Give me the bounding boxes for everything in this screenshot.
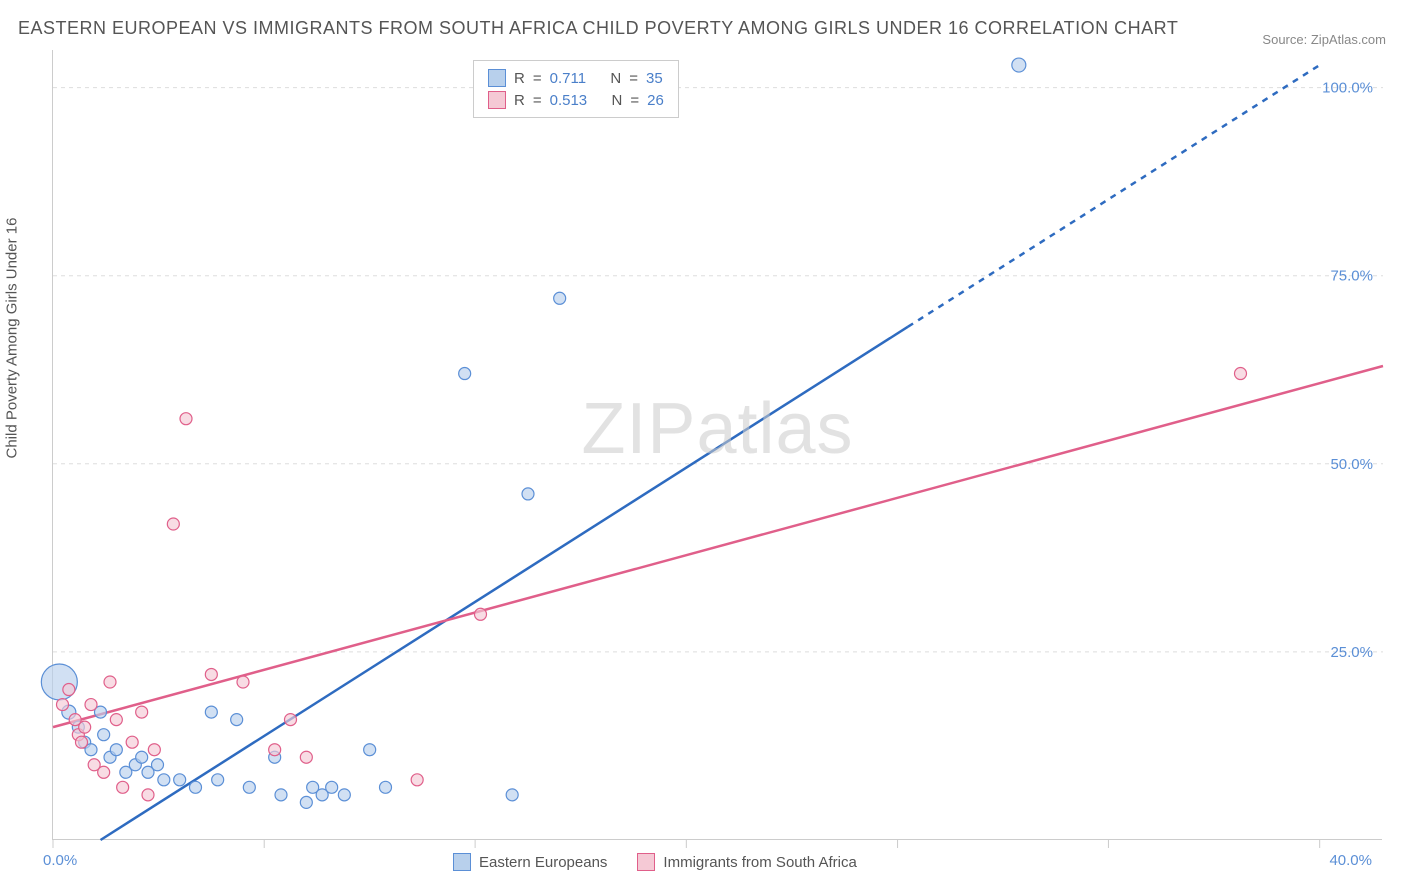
plot-area: 25.0%50.0%75.0%100.0% ZIPatlas R = 0.711…	[52, 50, 1382, 840]
legend-label-eastern: Eastern Europeans	[479, 854, 607, 871]
legend-N-value-southafrica: 26	[647, 92, 664, 109]
legend-eq: =	[630, 92, 639, 109]
legend-R-label: R	[514, 70, 525, 87]
legend-eq: =	[533, 92, 542, 109]
svg-text:25.0%: 25.0%	[1330, 644, 1373, 661]
legend-item-southafrica: Immigrants from South Africa	[637, 853, 856, 871]
scatter-chart: 25.0% 50.0% 75.0% 100.0%	[53, 50, 1383, 840]
swatch-eastern	[488, 69, 506, 87]
legend-R-label: R	[514, 92, 525, 109]
legend-N-value-eastern: 35	[646, 70, 663, 87]
correlation-legend: R = 0.711 N = 35 R = 0.513 N = 26	[473, 60, 679, 118]
legend-eq: =	[533, 70, 542, 87]
source-attribution: Source: ZipAtlas.com	[1262, 32, 1386, 47]
legend-row-southafrica: R = 0.513 N = 26	[488, 89, 664, 111]
swatch-southafrica	[488, 91, 506, 109]
chart-title: EASTERN EUROPEAN VS IMMIGRANTS FROM SOUT…	[18, 18, 1178, 39]
source-value: ZipAtlas.com	[1311, 32, 1386, 47]
legend-R-value-southafrica: 0.513	[550, 92, 588, 109]
svg-text:100.0%: 100.0%	[1322, 80, 1373, 97]
x-tick-40: 40.0%	[1329, 852, 1372, 869]
legend-row-eastern: R = 0.711 N = 35	[488, 67, 664, 89]
legend-label-southafrica: Immigrants from South Africa	[663, 854, 856, 871]
swatch-eastern-bottom	[453, 853, 471, 871]
x-tick-0: 0.0%	[43, 852, 77, 869]
y-axis-label: Child Poverty Among Girls Under 16	[4, 218, 21, 459]
series-legend: Eastern Europeans Immigrants from South …	[453, 853, 857, 871]
legend-eq: =	[629, 70, 638, 87]
legend-item-eastern: Eastern Europeans	[453, 853, 607, 871]
source-label: Source:	[1262, 32, 1307, 47]
svg-text:75.0%: 75.0%	[1330, 268, 1373, 285]
legend-R-value-eastern: 0.711	[550, 70, 586, 87]
legend-N-label: N	[610, 70, 621, 87]
swatch-southafrica-bottom	[637, 853, 655, 871]
legend-N-label: N	[612, 92, 623, 109]
svg-text:50.0%: 50.0%	[1330, 456, 1373, 473]
